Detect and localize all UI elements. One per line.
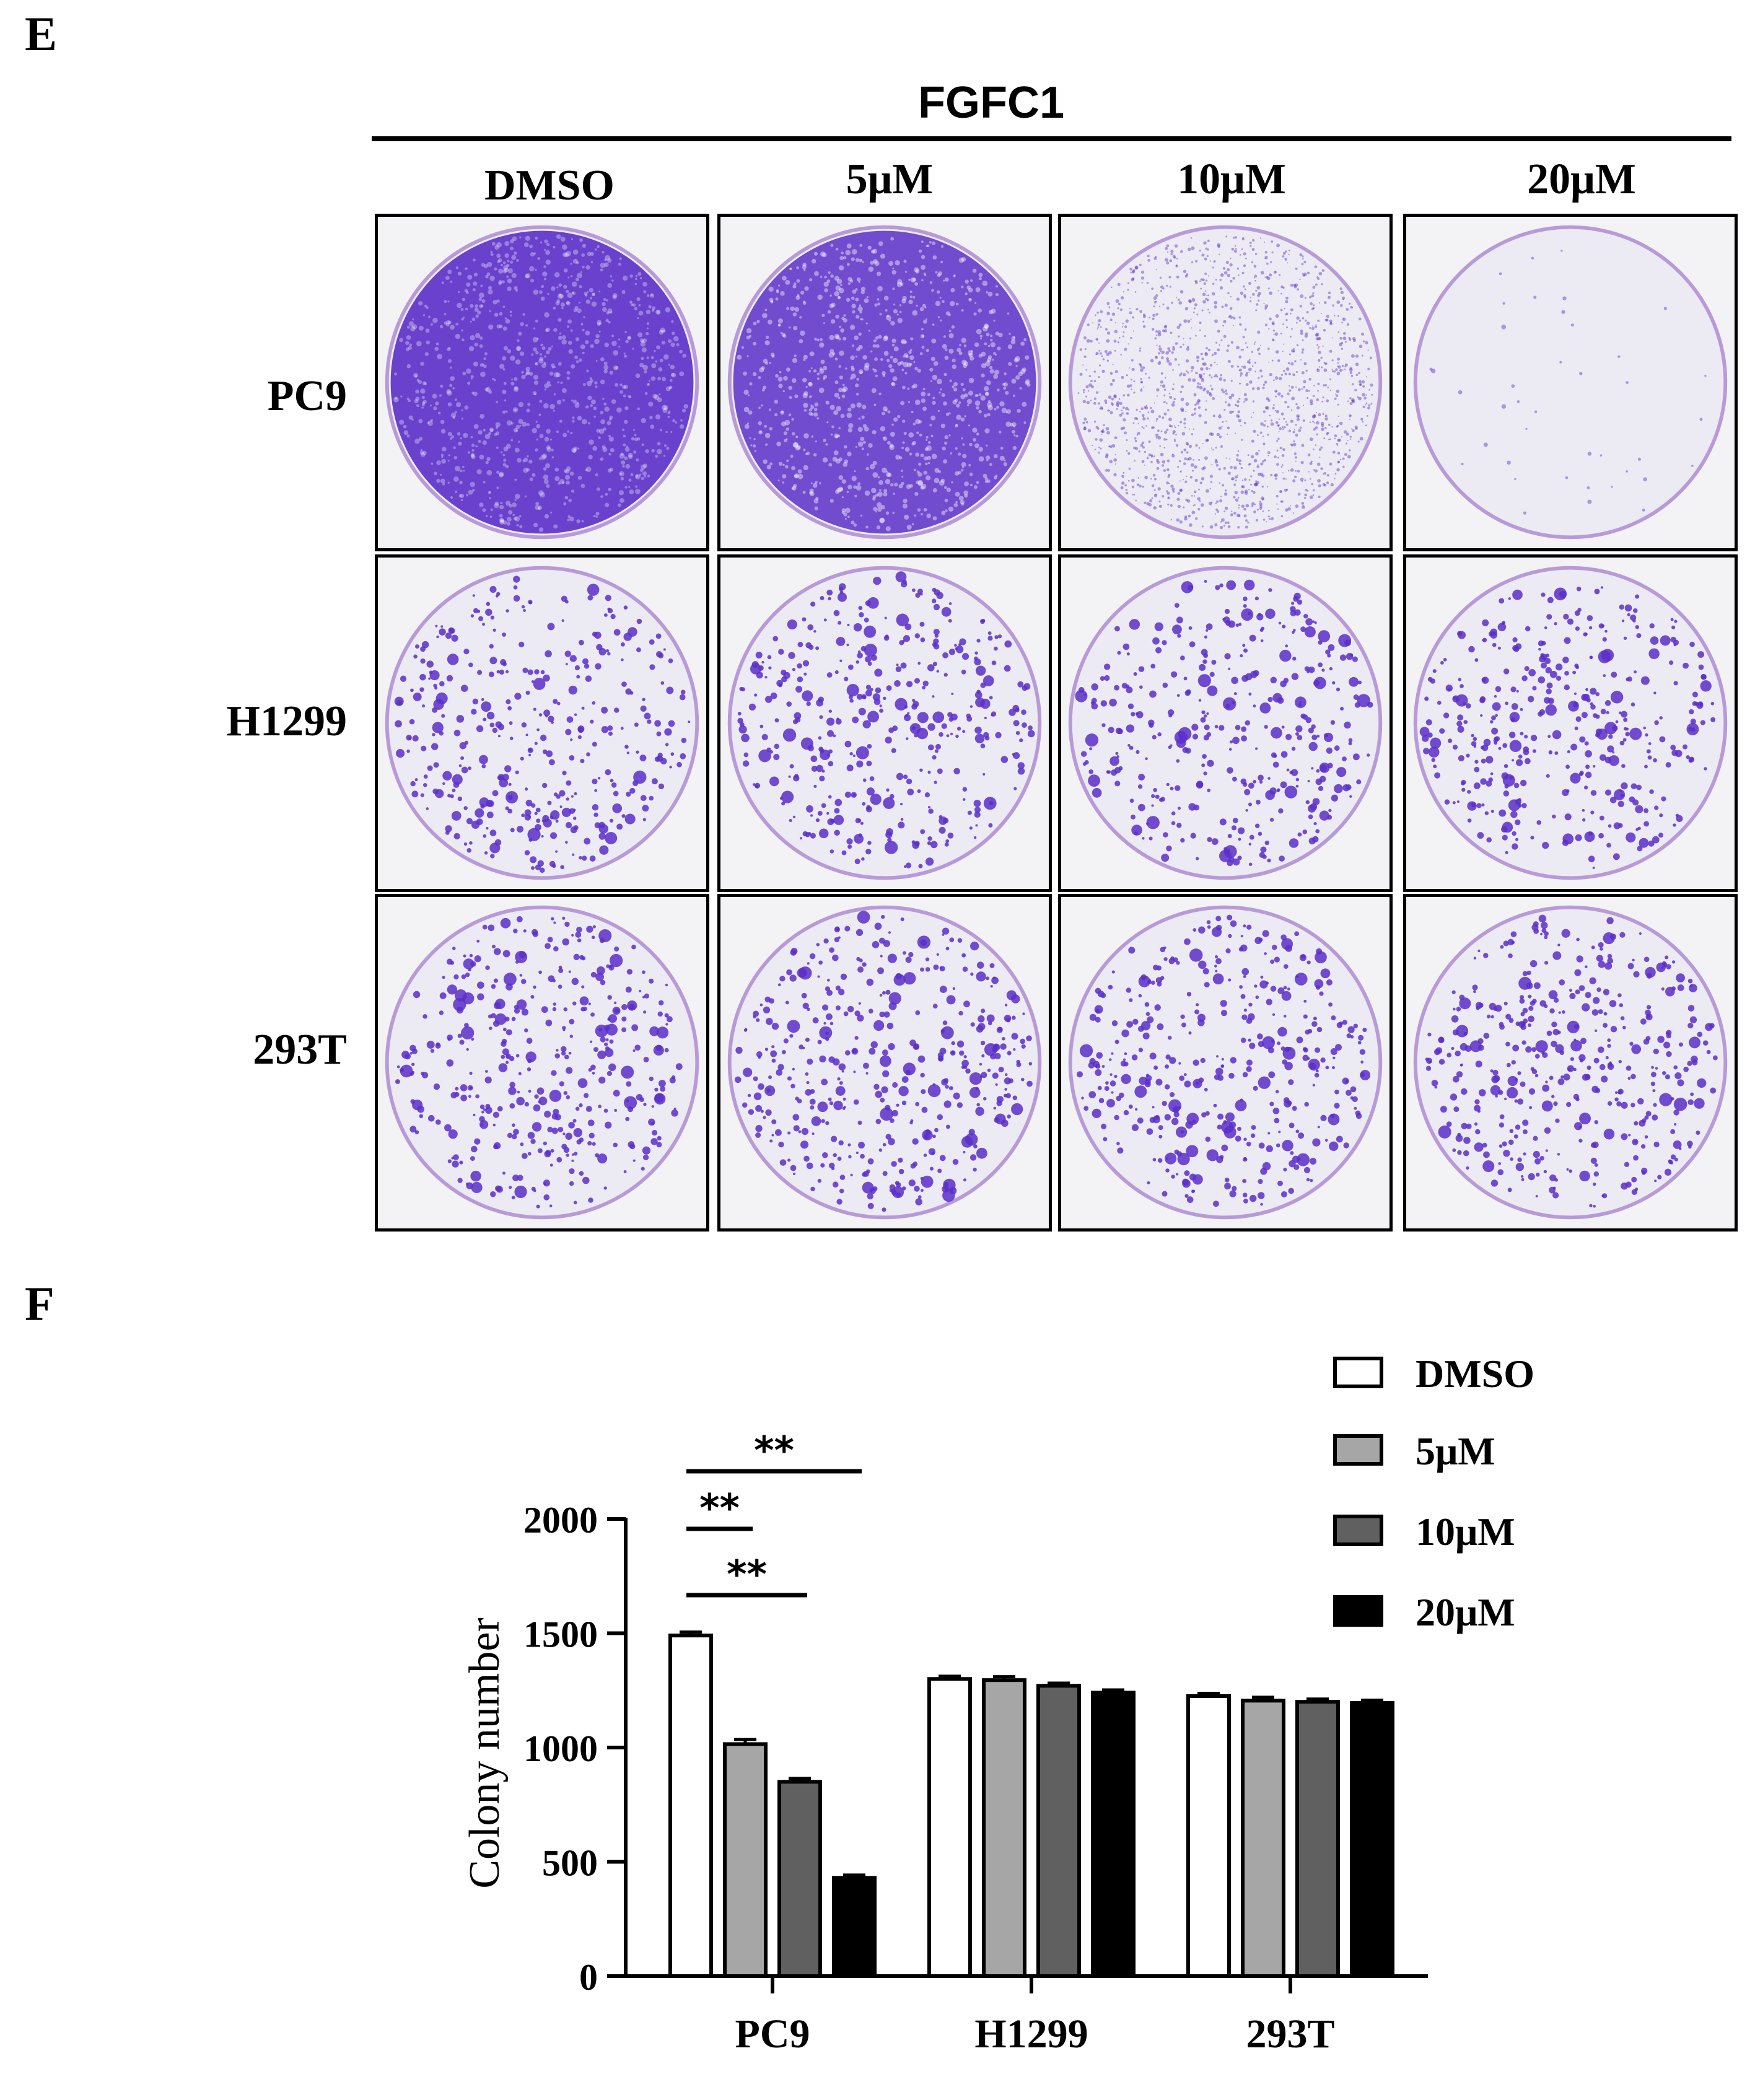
significance-stars: **: [754, 1428, 794, 1473]
x-tick-label-h1299: H1299: [974, 2011, 1088, 2057]
panel-f-letter: F: [25, 1277, 55, 1331]
column-label-5um: 5μM: [846, 155, 934, 203]
bar-pc9-2: [777, 1780, 822, 1979]
colony-plate-293t-2: [1058, 894, 1393, 1232]
column-label-10um: 10μM: [1177, 155, 1286, 203]
legend-label-0: DMSO: [1416, 1352, 1534, 1396]
legend-swatch-3: [1333, 1595, 1383, 1627]
column-label-dmso: DMSO: [484, 162, 615, 209]
y-axis-label: Colony number: [461, 1617, 509, 1888]
bar-h1299-0: [927, 1677, 972, 1979]
colony-plate-pc9-3: [1403, 214, 1738, 551]
colony-plate-pc9-0: [375, 214, 709, 551]
bar-293t-3: [1350, 1701, 1394, 1978]
colony-plate-h1299-2: [1058, 554, 1393, 892]
y-tick-label: 2000: [523, 1500, 598, 1541]
legend-swatch-0: [1333, 1357, 1383, 1388]
panel-e-letter: E: [25, 7, 58, 61]
colony-plate-pc9-1: [717, 214, 1052, 551]
treatment-bracket-line: [372, 136, 1731, 141]
bar-pc9-0: [668, 1634, 713, 1978]
treatment-label: FGFC1: [917, 78, 1064, 128]
row-label-pc9: PC9: [267, 372, 347, 420]
column-label-20um: 20μM: [1527, 155, 1636, 203]
legend-swatch-2: [1333, 1515, 1383, 1546]
bar-h1299-1: [982, 1678, 1026, 1979]
colony-plate-293t-3: [1403, 894, 1738, 1232]
colony-plate-h1299-1: [717, 554, 1052, 892]
legend-label-1: 5μM: [1416, 1429, 1495, 1473]
legend-swatch-1: [1333, 1434, 1383, 1466]
colony-plate-h1299-0: [375, 554, 709, 892]
bar-pc9-1: [723, 1742, 768, 1979]
colony-plate-293t-1: [717, 894, 1052, 1232]
bar-293t-0: [1186, 1694, 1231, 1979]
x-tick-label-pc9: PC9: [735, 2011, 810, 2057]
row-label-h1299: H1299: [226, 698, 347, 745]
significance-stars: **: [727, 1552, 767, 1597]
significance-stars: **: [699, 1485, 740, 1531]
row-label-293t: 293T: [253, 1026, 347, 1074]
legend-label-3: 20μM: [1416, 1590, 1515, 1634]
colony-plate-pc9-2: [1058, 214, 1393, 551]
bar-293t-1: [1241, 1699, 1285, 1978]
y-tick-label: 1500: [523, 1614, 598, 1655]
bar-h1299-2: [1036, 1684, 1081, 1979]
x-tick-label-293t: 293T: [1246, 2011, 1334, 2057]
colony-plate-h1299-3: [1403, 554, 1738, 892]
bar-h1299-3: [1091, 1691, 1136, 1978]
y-tick-label: 500: [542, 1843, 598, 1884]
colony-plate-293t-0: [375, 894, 709, 1232]
bar-293t-2: [1295, 1700, 1340, 1978]
y-tick-label: 0: [579, 1957, 598, 1998]
y-tick-label: 1000: [523, 1728, 598, 1769]
legend-label-2: 10μM: [1416, 1510, 1515, 1554]
bar-pc9-3: [832, 1876, 877, 1979]
